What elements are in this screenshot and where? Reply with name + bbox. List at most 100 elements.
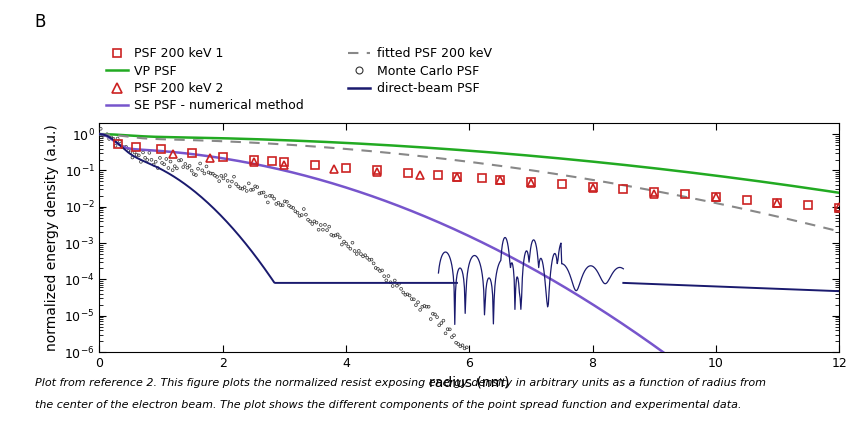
Point <box>153 154 167 161</box>
Point <box>200 163 214 170</box>
Point <box>462 352 476 359</box>
Point <box>106 135 120 142</box>
Point <box>323 223 336 230</box>
Point <box>373 268 387 275</box>
Point <box>352 247 366 254</box>
Point <box>498 392 512 399</box>
Point <box>235 185 249 192</box>
Point <box>483 372 497 379</box>
Point <box>377 273 391 280</box>
Point <box>181 164 195 171</box>
Point <box>343 245 357 252</box>
Point <box>144 156 158 163</box>
Point <box>238 184 252 191</box>
Point <box>170 165 183 172</box>
Point <box>244 187 258 194</box>
Point <box>176 164 190 171</box>
Point <box>276 202 290 209</box>
Point <box>532 428 546 435</box>
Point <box>471 363 484 370</box>
Point <box>422 303 436 310</box>
Point <box>380 277 394 284</box>
Point <box>295 212 309 219</box>
Point <box>490 377 503 384</box>
Point <box>388 277 401 284</box>
Point <box>267 195 281 202</box>
Point <box>117 144 131 151</box>
Point <box>534 435 548 440</box>
Point <box>375 267 389 274</box>
Point <box>443 326 457 333</box>
Point <box>437 317 451 324</box>
Point <box>487 381 501 389</box>
Point <box>390 282 404 289</box>
Point <box>502 397 516 404</box>
Point <box>494 381 508 388</box>
Y-axis label: normalized energy density (a.u.): normalized energy density (a.u.) <box>45 124 59 351</box>
Point <box>528 423 541 430</box>
Point <box>386 282 400 290</box>
Point <box>536 436 550 440</box>
Point <box>159 155 173 162</box>
Point <box>257 189 271 196</box>
Point <box>424 315 438 323</box>
Point <box>361 254 375 261</box>
Point <box>337 238 351 245</box>
Point <box>174 157 188 164</box>
Point <box>447 332 461 339</box>
Point <box>98 131 112 138</box>
Point <box>96 132 110 139</box>
Point <box>124 149 138 156</box>
Point <box>229 180 243 187</box>
Point <box>292 212 306 219</box>
Point <box>326 232 340 239</box>
Point <box>428 311 442 318</box>
Point <box>191 165 205 172</box>
Point <box>445 334 458 341</box>
Point <box>394 285 408 292</box>
Point <box>407 296 420 303</box>
Point <box>434 319 448 326</box>
Point <box>269 201 283 208</box>
Point <box>247 186 260 193</box>
Point <box>453 343 467 350</box>
Point <box>367 260 381 267</box>
Point <box>504 403 518 410</box>
Point <box>358 252 372 259</box>
Point <box>140 157 154 164</box>
Point <box>166 167 180 174</box>
Point <box>452 341 465 348</box>
Point <box>278 198 292 205</box>
Text: the center of the electron beam. The plot shows the different components of the : the center of the electron beam. The plo… <box>35 400 741 411</box>
Point <box>216 175 230 182</box>
Point <box>314 221 328 228</box>
Point <box>409 302 423 309</box>
Point <box>299 211 313 218</box>
Point <box>420 303 433 310</box>
Point <box>399 291 413 298</box>
Point <box>263 192 277 199</box>
Text: B: B <box>35 13 46 31</box>
Point <box>204 170 218 177</box>
Point <box>147 161 161 168</box>
Point <box>157 161 171 168</box>
Point <box>362 257 376 264</box>
Point <box>381 272 395 279</box>
Point <box>411 299 425 306</box>
Point <box>523 424 537 431</box>
Point <box>151 165 164 172</box>
Point <box>510 402 524 409</box>
Point <box>364 256 378 263</box>
Point <box>506 393 520 400</box>
Point <box>432 322 446 329</box>
Point <box>342 243 356 250</box>
Point <box>383 279 397 286</box>
Point <box>449 339 463 346</box>
Point <box>130 151 144 158</box>
Point <box>297 205 311 213</box>
Point <box>310 219 324 226</box>
Point <box>242 180 256 187</box>
Point <box>356 253 370 260</box>
Point <box>266 193 279 200</box>
Point <box>348 247 362 254</box>
